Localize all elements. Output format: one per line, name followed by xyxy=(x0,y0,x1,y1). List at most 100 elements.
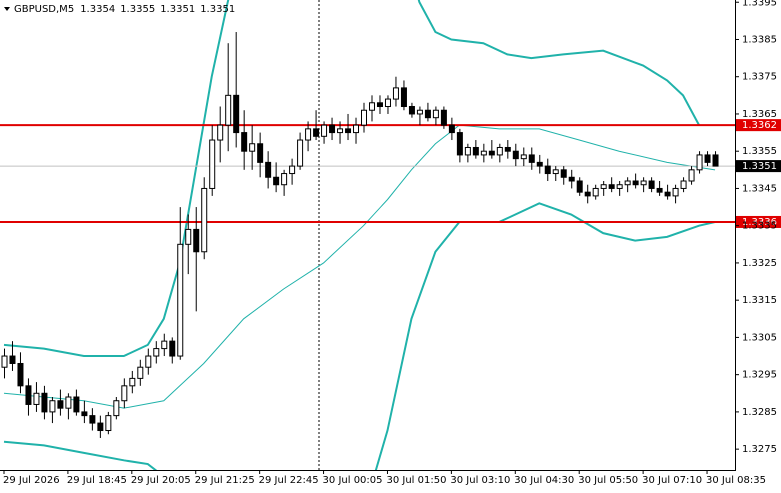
candle-body xyxy=(1,355,8,368)
candle-body xyxy=(688,169,695,182)
y-tick-label: 1.3375 xyxy=(742,72,777,83)
x-tick-label: 29 Jul 21:25 xyxy=(195,475,255,486)
candle-body xyxy=(121,385,128,402)
x-tick-label: 30 Jul 04:30 xyxy=(514,475,574,486)
candle-body xyxy=(137,366,144,379)
candle-body xyxy=(480,150,487,156)
candle-body xyxy=(464,146,471,156)
candle-body xyxy=(608,184,615,189)
y-tick-label: 1.3335 xyxy=(742,221,777,232)
level-label: 1.3336 xyxy=(742,217,777,228)
candles xyxy=(1,32,719,438)
candle-body xyxy=(376,102,383,108)
x-tick-label: 30 Jul 05:50 xyxy=(578,475,638,486)
candle-body xyxy=(49,400,56,413)
candle-body xyxy=(17,362,24,387)
candle-body xyxy=(73,396,80,413)
candle-body xyxy=(632,180,639,186)
candle-body xyxy=(448,124,455,134)
candle-body xyxy=(616,184,623,189)
candle-body xyxy=(648,180,655,189)
candle-body xyxy=(624,180,631,186)
x-tick-label: 30 Jul 08:35 xyxy=(706,475,766,486)
candle-body xyxy=(201,187,208,253)
ohlc-value: 1.3351 xyxy=(200,4,235,15)
bollinger-bands xyxy=(3,0,716,470)
candle-body xyxy=(416,109,423,115)
candle-body xyxy=(241,132,248,152)
candle-body xyxy=(512,150,519,160)
candle-body xyxy=(544,165,551,175)
candle-body xyxy=(217,124,224,141)
y-tick-label: 1.3325 xyxy=(742,258,777,269)
y-tick-label: 1.3385 xyxy=(742,34,777,45)
candle-body xyxy=(329,124,336,134)
y-tick-label: 1.3365 xyxy=(742,109,777,120)
candle-body xyxy=(712,154,719,167)
candle-body xyxy=(552,169,559,175)
candle-body xyxy=(153,348,160,357)
candle-body xyxy=(289,165,296,175)
candle-body xyxy=(257,143,264,163)
candle-body xyxy=(57,400,64,409)
candle-body xyxy=(704,154,711,163)
candle-body xyxy=(169,340,176,357)
x-tick-label: 30 Jul 01:50 xyxy=(386,475,446,486)
candle-body xyxy=(528,154,535,163)
candle-body xyxy=(281,173,288,186)
x-tick-label: 30 Jul 00:05 xyxy=(323,475,383,486)
candle-body xyxy=(81,411,88,417)
y-tick-label: 1.3295 xyxy=(742,370,777,381)
x-tick-label: 29 Jul 2026 xyxy=(3,475,60,486)
candle-body xyxy=(392,87,399,100)
levels: 1.3362 1.3336 1.3351 xyxy=(0,119,781,228)
candle-body xyxy=(576,180,583,193)
candle-body xyxy=(592,187,599,197)
candle-body xyxy=(177,243,184,357)
candle-body xyxy=(193,228,200,253)
x-tick-label: 29 Jul 20:05 xyxy=(131,475,191,486)
y-tick-label: 1.3355 xyxy=(742,146,777,157)
candle-body xyxy=(145,355,152,368)
menu-arrow[interactable] xyxy=(4,7,10,11)
y-tick-label: 1.3395 xyxy=(742,0,777,8)
candle-body xyxy=(361,109,368,126)
candle-body xyxy=(297,139,304,167)
candle-body xyxy=(664,191,671,197)
candle-body xyxy=(568,176,575,182)
candle-body xyxy=(456,132,463,156)
y-tick-label: 1.3275 xyxy=(742,444,777,455)
candle-body xyxy=(600,184,607,189)
candle-body xyxy=(113,400,120,417)
candle-body xyxy=(368,102,375,111)
band-line xyxy=(3,0,700,358)
y-tick-label: 1.3305 xyxy=(742,332,777,343)
candle-body xyxy=(41,392,48,413)
candle-body xyxy=(33,392,40,405)
candle-body xyxy=(209,139,216,189)
candle-body xyxy=(25,385,32,405)
candle-body xyxy=(432,109,439,119)
candle-body xyxy=(560,169,567,178)
candle-body xyxy=(640,180,647,186)
last-price-label: 1.3351 xyxy=(742,161,777,172)
candle-body xyxy=(273,176,280,186)
candle-body xyxy=(105,415,112,432)
candle-body xyxy=(488,150,495,156)
candle-body xyxy=(400,87,407,108)
candle-body xyxy=(185,228,192,245)
candle-body xyxy=(337,128,344,134)
y-tick-label: 1.3315 xyxy=(742,295,777,306)
candle-body xyxy=(680,180,687,189)
x-tick-label: 30 Jul 07:10 xyxy=(642,475,702,486)
x-tick-label: 29 Jul 18:45 xyxy=(67,475,127,486)
band-line xyxy=(3,202,716,470)
candle-body xyxy=(89,415,96,424)
candle-body xyxy=(584,191,591,197)
candle-body xyxy=(504,146,511,152)
band-line xyxy=(3,124,716,409)
ohlc-value: 1.3355 xyxy=(120,4,155,15)
candle-body xyxy=(321,124,328,137)
level-label-box xyxy=(736,119,781,132)
